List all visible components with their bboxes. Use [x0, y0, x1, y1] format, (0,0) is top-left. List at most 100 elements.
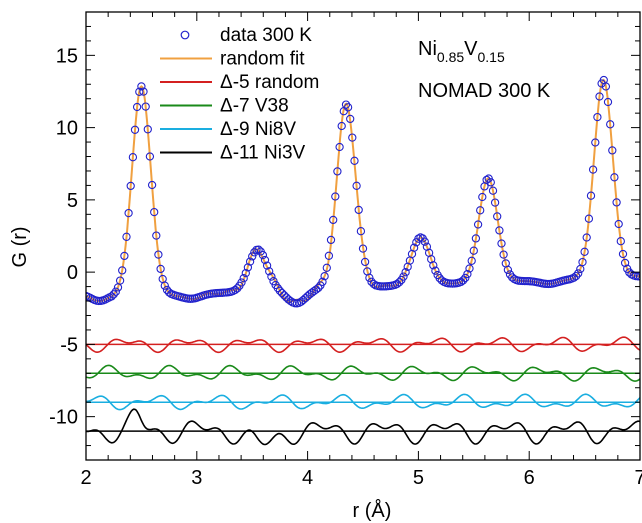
axes: 2 3 4 5 6 7 -10 -5 0 5 10 15	[49, 11, 642, 489]
x-axis-label: r (Å)	[353, 499, 392, 522]
data-point	[135, 87, 144, 96]
data-point	[352, 181, 361, 190]
data-point	[331, 192, 340, 201]
composition-label: Ni0.85V0.15	[418, 38, 505, 65]
data-point	[267, 272, 276, 281]
data-point	[137, 82, 146, 91]
data-point	[254, 245, 263, 254]
data-point	[275, 286, 285, 295]
data-point	[337, 121, 346, 131]
data-point	[115, 276, 125, 285]
data-point	[620, 258, 630, 268]
data-point	[141, 102, 150, 111]
data-point	[333, 167, 342, 176]
data-point	[107, 292, 116, 301]
data-point	[145, 152, 155, 161]
data-point	[429, 261, 438, 270]
data-point	[346, 114, 355, 124]
data-point	[395, 278, 404, 287]
data-point	[124, 208, 133, 218]
x-tick-label: 7	[634, 467, 642, 489]
data-point	[237, 278, 246, 287]
data-point	[122, 232, 131, 241]
x-tick-label: 5	[413, 467, 424, 489]
data-point	[360, 257, 370, 267]
data-point	[616, 237, 625, 246]
data-point	[130, 125, 140, 134]
data-point	[588, 165, 598, 174]
x-tick-label: 3	[191, 467, 202, 489]
data-point	[486, 178, 495, 187]
data-point	[150, 207, 159, 217]
legend-marker-0	[180, 30, 190, 40]
legend-label-1: random fit	[220, 49, 305, 70]
data-point	[239, 274, 248, 283]
data-point	[606, 120, 615, 129]
instrument-label: NOMAD 300 K	[418, 80, 551, 102]
data-point	[593, 112, 602, 122]
data-point	[420, 237, 429, 246]
legend-label-3: Δ-7 V38	[220, 96, 289, 117]
data-point	[469, 246, 478, 255]
data-point	[284, 295, 293, 304]
data-point	[476, 206, 485, 215]
data-point	[265, 267, 274, 276]
data-point	[409, 243, 419, 252]
y-tick-label: 0	[67, 262, 78, 284]
data-point	[152, 231, 161, 240]
data-point	[488, 186, 498, 195]
data-point	[482, 175, 491, 185]
data-point	[335, 142, 344, 152]
y-tick-label: 5	[67, 190, 78, 212]
data-point	[378, 282, 387, 291]
data-point	[595, 92, 604, 101]
legend-label-5: Δ-11 Ni3V	[220, 143, 306, 164]
data-point	[109, 290, 118, 299]
data-point	[348, 133, 357, 142]
data-point	[574, 269, 583, 278]
data-point	[147, 180, 157, 190]
data-point	[132, 102, 142, 112]
data-point	[471, 234, 481, 243]
data-point	[354, 205, 363, 215]
y-tick-label: 10	[56, 118, 78, 140]
data-point	[156, 264, 165, 274]
legend-label-2: Δ-5 random	[220, 72, 319, 93]
x-tick-label: 2	[80, 467, 91, 489]
data-point	[586, 191, 596, 200]
data-point	[490, 198, 500, 207]
data-point	[118, 266, 127, 275]
data-points	[86, 75, 640, 308]
plot-frame	[85, 11, 641, 461]
data-point	[341, 100, 351, 109]
data-point	[128, 153, 138, 162]
data-point	[601, 82, 611, 91]
legend-label-4: Δ-9 Ni8V	[220, 119, 296, 140]
data-point	[465, 264, 474, 273]
data-point	[495, 226, 504, 235]
data-point	[473, 220, 483, 229]
data-point	[582, 233, 591, 242]
data-point	[571, 271, 581, 281]
data-point	[497, 239, 506, 248]
y-tick-label: -5	[60, 334, 78, 356]
data-point	[401, 268, 410, 277]
y-tick-label: 15	[56, 45, 78, 67]
data-point	[499, 250, 508, 259]
data-point	[493, 212, 502, 221]
data-point	[608, 146, 617, 155]
y-axis-label: G (r)	[9, 226, 31, 267]
data-point	[326, 235, 336, 245]
data-point	[356, 227, 366, 236]
data-point	[126, 181, 135, 191]
data-point	[243, 263, 253, 272]
difference-curve-1	[86, 364, 640, 382]
data-point	[614, 219, 623, 229]
data-point	[143, 125, 152, 134]
data-point	[365, 273, 374, 282]
difference-curve-2	[86, 393, 640, 411]
data-point	[343, 103, 353, 112]
data-point	[350, 156, 359, 165]
data-point	[258, 250, 268, 260]
data-point	[580, 247, 589, 256]
